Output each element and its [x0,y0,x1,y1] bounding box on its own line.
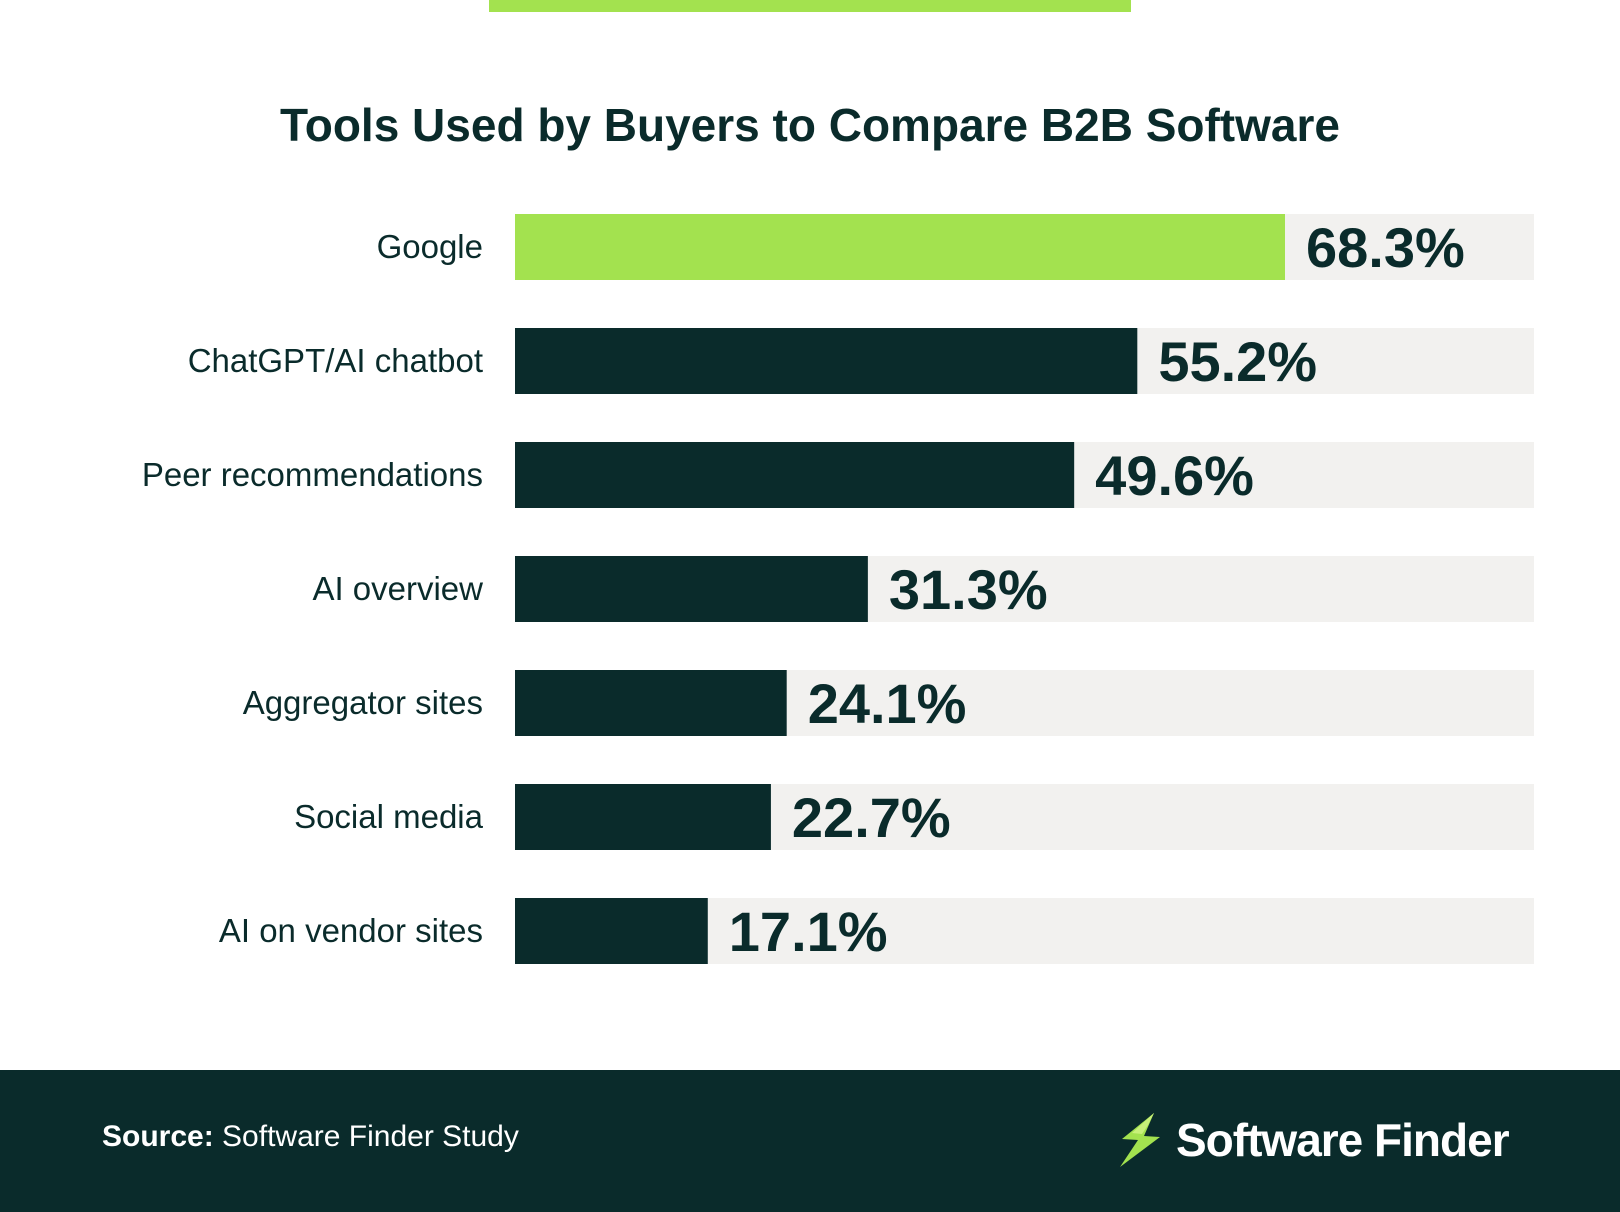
category-label: Aggregator sites [243,684,483,721]
value-label: 31.3% [889,558,1048,621]
value-label: 49.6% [1095,444,1254,507]
value-label: 22.7% [792,786,951,849]
bar [515,898,708,964]
category-label: Social media [294,798,484,835]
bar [515,670,787,736]
brand-name: Software Finder [1176,1114,1510,1166]
bar [515,214,1285,280]
brand-logo: Software Finder [1118,1110,1510,1170]
category-label: Peer recommendations [142,456,483,493]
bar [515,442,1075,508]
value-label: 68.3% [1306,216,1465,279]
footer [0,1070,1620,1212]
bar-group: AI overview 31.3% [312,556,1534,622]
bar-group: Google 68.3% [377,214,1534,280]
top-accent-bar [489,0,1131,12]
category-label: Google [377,228,483,265]
value-label: 55.2% [1158,330,1317,393]
category-label: AI on vendor sites [219,912,483,949]
category-label: ChatGPT/AI chatbot [188,342,483,379]
category-label: AI overview [312,570,483,607]
chart-title: Tools Used by Buyers to Compare B2B Soft… [280,99,1340,151]
value-label: 17.1% [729,900,888,963]
bar-group: ChatGPT/AI chatbot 55.2% [188,328,1534,394]
bar [515,784,771,850]
source-text: Software Finder Study [222,1120,519,1153]
bar [515,328,1138,394]
source-label: Source: [102,1120,214,1153]
value-label: 24.1% [808,672,967,735]
bar [515,556,868,622]
bar-group: AI on vendor sites 17.1% [219,898,1534,964]
bar-chart: Google 68.3% ChatGPT/AI chatbot 55.2% Peer r… [142,214,1534,964]
bar-group: Social media 22.7% [294,784,1534,850]
bar-group: Peer recommendations 49.6% [142,442,1534,508]
lightning-bolt-icon [1120,1113,1160,1167]
source-note: Source: Software Finder Study [102,1120,519,1154]
bar-group: Aggregator sites 24.1% [243,670,1534,736]
